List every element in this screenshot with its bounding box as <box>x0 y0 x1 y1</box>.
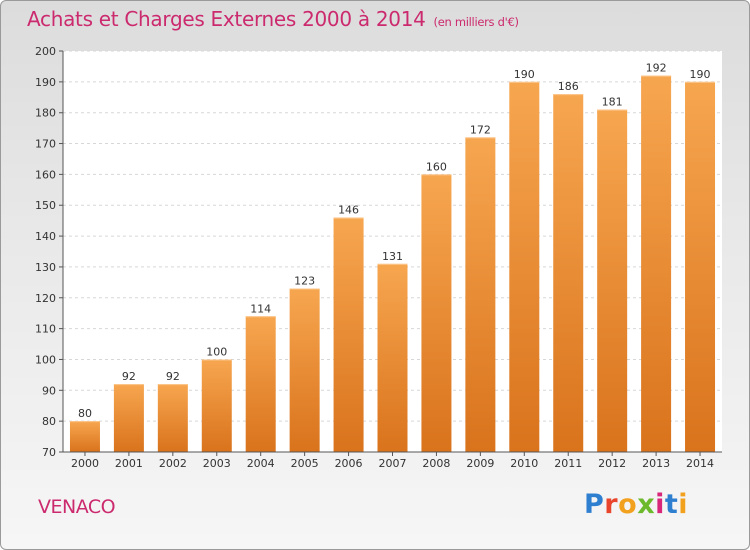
data-label: 146 <box>338 204 359 217</box>
chart-title: Achats et Charges Externes 2000 à 2014 (e… <box>27 7 519 31</box>
y-tick-label: 130 <box>35 261 56 274</box>
x-tick-label: 2011 <box>554 457 582 470</box>
bar <box>641 75 672 452</box>
bar <box>201 359 232 452</box>
data-label: 172 <box>470 123 491 136</box>
data-label: 92 <box>166 370 180 383</box>
logo-letter: i <box>655 489 665 520</box>
title-text: Achats et Charges Externes 2000 à 2014 <box>27 7 426 31</box>
data-label: 186 <box>558 80 579 93</box>
y-tick-label: 170 <box>35 138 56 151</box>
y-tick-label: 90 <box>42 384 56 397</box>
axes: 7080901001101201301401501601701801902002… <box>35 45 722 470</box>
bars <box>69 75 716 452</box>
logo-letter: i <box>678 489 689 520</box>
y-tick-label: 200 <box>35 45 56 58</box>
y-tick-label: 110 <box>35 323 56 336</box>
y-tick-label: 70 <box>42 446 56 459</box>
bar <box>69 421 100 452</box>
data-label: 114 <box>250 302 271 315</box>
x-tick-label: 2004 <box>247 457 275 470</box>
bar <box>553 94 584 452</box>
data-label: 92 <box>122 370 136 383</box>
bar <box>113 384 144 452</box>
data-label: 181 <box>602 96 623 109</box>
x-tick-label: 2002 <box>159 457 187 470</box>
y-tick-label: 190 <box>35 76 56 89</box>
y-tick-label: 120 <box>35 292 56 305</box>
bar <box>465 137 496 452</box>
commune-name: VENACO <box>38 496 116 518</box>
data-label: 190 <box>690 68 711 81</box>
data-label: 131 <box>382 250 403 263</box>
y-tick-label: 180 <box>35 107 56 120</box>
y-tick-label: 140 <box>35 230 56 243</box>
x-tick-label: 2000 <box>71 457 99 470</box>
logo-letter: o <box>618 489 638 520</box>
logo-letter: t <box>664 489 679 520</box>
x-tick-label: 2012 <box>598 457 626 470</box>
x-tick-label: 2010 <box>510 457 538 470</box>
y-tick-label: 150 <box>35 199 56 212</box>
proxiti-logo: Proxiti <box>584 489 688 520</box>
value-labels: 80 92 92 100 114 123 146 131 160 172 190 186 181 192 1… <box>78 62 711 420</box>
data-label: 160 <box>426 160 447 173</box>
bar <box>421 174 452 452</box>
bar <box>157 384 188 452</box>
x-tick-label: 2007 <box>379 457 407 470</box>
logo-letter: r <box>604 489 619 520</box>
y-tick-label: 80 <box>42 415 56 428</box>
bar <box>289 288 320 452</box>
logo-letter: x <box>637 489 656 520</box>
y-tick-label: 160 <box>35 168 56 181</box>
data-label: 100 <box>206 345 227 358</box>
gridlines <box>63 50 722 422</box>
bar <box>333 217 364 452</box>
x-tick-label: 2014 <box>686 457 714 470</box>
chart-subtitle: (en milliers d'€) <box>433 15 519 29</box>
data-label: 123 <box>294 275 315 288</box>
x-tick-label: 2006 <box>335 457 363 470</box>
x-tick-label: 2013 <box>642 457 670 470</box>
data-label: 80 <box>78 407 92 420</box>
x-tick-label: 2009 <box>466 457 494 470</box>
x-tick-label: 2005 <box>291 457 319 470</box>
bar <box>685 81 716 452</box>
bar <box>597 109 628 452</box>
x-tick-label: 2001 <box>115 457 143 470</box>
bar <box>509 81 540 452</box>
logo-letter: P <box>584 489 605 520</box>
bar <box>377 263 408 452</box>
bar <box>245 316 276 452</box>
y-tick-label: 100 <box>35 353 56 366</box>
x-tick-label: 2008 <box>422 457 450 470</box>
x-tick-label: 2003 <box>203 457 231 470</box>
data-label: 190 <box>514 68 535 81</box>
data-label: 192 <box>646 62 667 75</box>
